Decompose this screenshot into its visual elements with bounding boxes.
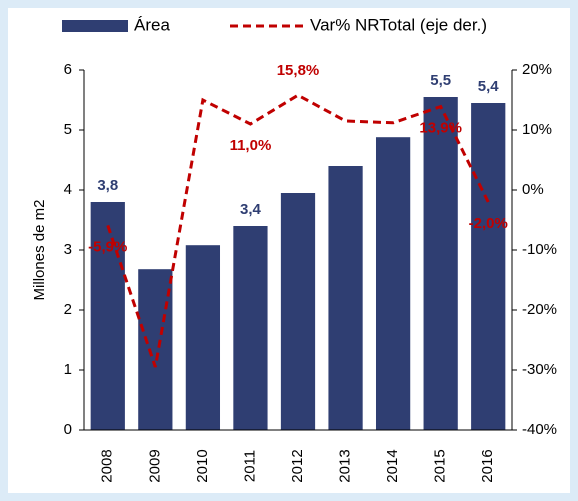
y2-tick-label: -40% <box>522 421 557 438</box>
x-tick-label: 2009 <box>146 449 163 482</box>
line-value-label: 13,9% <box>419 120 462 137</box>
bar <box>471 103 506 430</box>
x-tick-label: 2011 <box>241 450 258 482</box>
bar-value-label: 3,4 <box>240 201 262 218</box>
y2-tick-label: 10% <box>522 121 552 138</box>
x-tick-label: 2010 <box>194 449 211 482</box>
y-tick-label: 1 <box>64 361 72 378</box>
bar <box>90 202 125 430</box>
y-axis-label: Millones de m2 <box>31 200 48 301</box>
x-tick-label: 2015 <box>432 449 449 482</box>
x-tick-label: 2008 <box>99 449 116 482</box>
line-value-label: 11,0% <box>230 137 272 154</box>
bar <box>185 245 221 430</box>
y-tick-label: 0 <box>64 421 72 438</box>
y2-tick-label: -30% <box>522 361 557 378</box>
legend-label: Área <box>134 15 170 34</box>
y-tick-label: 5 <box>64 121 72 138</box>
line-value-label: 15,8% <box>277 62 320 79</box>
x-tick-label: 2014 <box>384 449 401 482</box>
y-tick-label: 2 <box>64 301 72 318</box>
y2-tick-label: 20% <box>522 61 552 78</box>
y2-tick-label: -20% <box>522 301 557 318</box>
line-value-label: -2,0% <box>469 215 508 232</box>
bar-value-label: 5,4 <box>478 78 500 95</box>
bar <box>423 97 458 430</box>
y2-tick-label: 0% <box>522 181 544 198</box>
bar <box>233 226 268 430</box>
bar <box>375 137 411 430</box>
bar <box>280 193 316 430</box>
legend-swatch <box>62 20 128 32</box>
x-tick-label: 2012 <box>289 449 306 482</box>
bar <box>328 166 363 430</box>
y-tick-label: 6 <box>64 61 72 78</box>
line <box>106 93 490 368</box>
legend-label: Var% NRTotal (eje der.) <box>310 15 487 34</box>
x-tick-label: 2016 <box>479 449 496 482</box>
y2-tick-label: -10% <box>522 241 557 258</box>
bar-value-label: 5,5 <box>430 72 451 89</box>
line-value-label: -5,9% <box>88 238 127 255</box>
x-tick-label: 2013 <box>337 449 354 482</box>
bar-value-label: 3,8 <box>97 177 118 194</box>
y-tick-label: 3 <box>64 241 72 258</box>
y-tick-label: 4 <box>64 181 72 198</box>
